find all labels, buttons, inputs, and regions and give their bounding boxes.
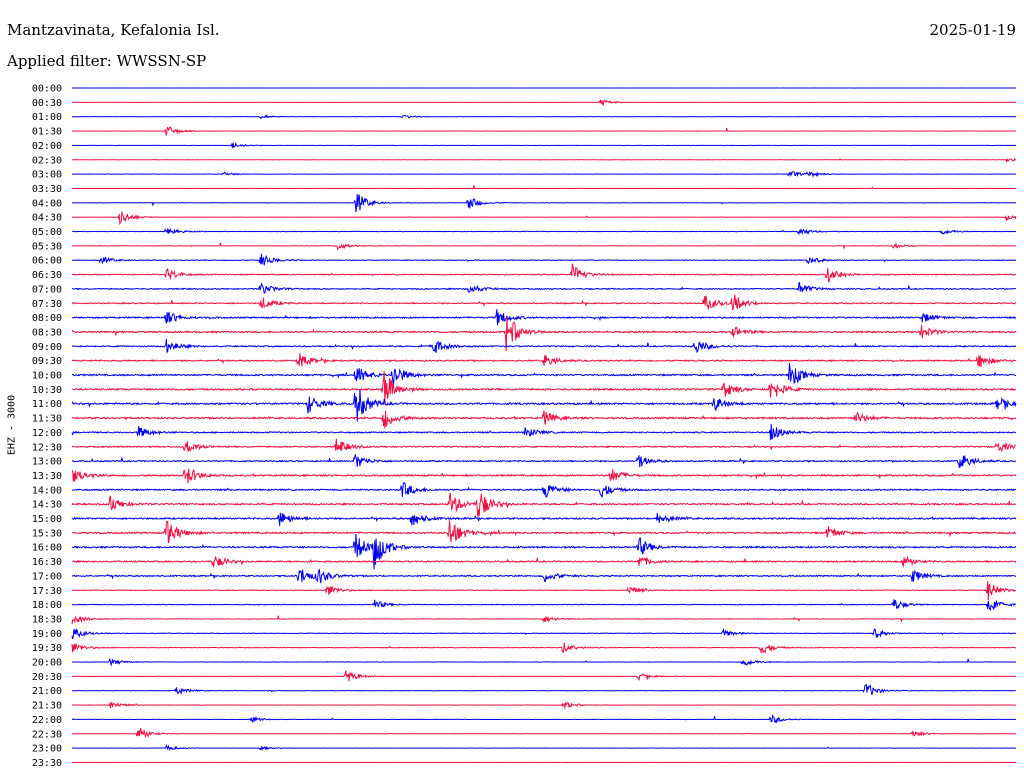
row-time-label: 17:00 — [32, 571, 62, 582]
seismic-trace — [71, 438, 1017, 453]
seismic-trace — [71, 743, 1017, 752]
row-time-label: 05:00 — [32, 227, 62, 238]
row-time-label: 04:00 — [32, 198, 62, 209]
seismic-trace — [71, 423, 1017, 441]
seismic-trace — [71, 670, 1017, 682]
row-time-label: 16:30 — [32, 557, 62, 568]
row-time-label: 07:00 — [32, 284, 62, 295]
seismic-trace — [71, 263, 1017, 283]
seismic-trace — [71, 170, 1017, 178]
row-time-label: 20:30 — [32, 672, 62, 683]
seismic-trace — [71, 309, 1017, 326]
row-time-label: 15:00 — [32, 514, 62, 525]
row-time-label: 13:00 — [32, 457, 62, 468]
seismic-trace — [72, 281, 1017, 294]
seismic-trace — [71, 658, 1017, 667]
seismic-trace — [71, 555, 1017, 568]
seismic-trace — [71, 99, 1016, 106]
row-time-label: 06:30 — [32, 270, 62, 281]
row-time-label: 00:00 — [32, 84, 62, 95]
seismic-trace — [71, 410, 1017, 429]
row-time-label: 22:30 — [32, 729, 62, 740]
record-date: 2025-01-19 — [929, 21, 1016, 39]
seismic-trace — [71, 338, 1017, 354]
seismic-trace — [71, 580, 1017, 601]
row-time-label: 19:30 — [32, 643, 62, 654]
seismic-trace — [71, 363, 1017, 386]
row-time-label: 11:00 — [32, 399, 62, 410]
row-time-label: 23:00 — [32, 744, 62, 755]
seismic-trace — [71, 253, 1017, 266]
row-time-label: 07:30 — [32, 299, 62, 310]
seismic-trace — [71, 520, 1017, 544]
seismic-trace — [71, 242, 1017, 251]
seismic-trace — [71, 185, 1017, 190]
seismic-trace — [71, 211, 1017, 226]
row-time-label: 10:00 — [32, 371, 62, 382]
seismic-trace — [71, 627, 1017, 639]
row-time-label: 04:30 — [32, 213, 62, 224]
row-time-label: 00:30 — [32, 98, 62, 109]
row-time-label: 11:30 — [32, 414, 62, 425]
row-time-label: 06:00 — [32, 256, 62, 267]
seismic-trace — [71, 353, 1017, 368]
row-time-label: 21:00 — [32, 686, 62, 697]
row-time-label: 02:00 — [32, 141, 62, 152]
seismic-trace — [72, 728, 1017, 738]
row-time-label: 08:00 — [32, 313, 62, 324]
row-time-label: 18:00 — [32, 600, 62, 611]
row-time-label: 19:00 — [32, 629, 62, 640]
row-time-label: 21:30 — [32, 701, 62, 712]
row-time-label: 10:30 — [32, 385, 62, 396]
filter-label: Applied filter: WWSSN-SP — [7, 52, 207, 70]
seismic-trace — [71, 317, 1017, 351]
row-time-label: 18:30 — [32, 614, 62, 625]
seismic-trace — [71, 683, 1017, 695]
seismic-trace — [71, 157, 1017, 164]
seismic-trace — [71, 454, 1017, 468]
row-time-label: 15:30 — [32, 528, 62, 539]
seismic-trace — [71, 568, 1017, 584]
station-title: Mantzavinata, Kefalonia Isl. — [7, 21, 220, 39]
seismic-trace — [71, 615, 1017, 625]
row-time-label: 23:30 — [32, 758, 62, 769]
row-time-label: 12:00 — [32, 428, 62, 439]
seismic-trace — [71, 126, 1017, 136]
seismic-trace — [71, 714, 1017, 724]
seismic-trace — [71, 227, 1017, 236]
seismic-trace — [71, 512, 1017, 526]
seismic-trace — [71, 294, 1017, 311]
row-time-label: 01:30 — [32, 127, 62, 138]
seismic-trace — [71, 533, 1017, 570]
seismic-trace — [71, 468, 1017, 484]
row-time-label: 02:30 — [32, 155, 62, 166]
row-time-label: 14:00 — [32, 485, 62, 496]
seismic-trace — [71, 371, 1017, 406]
row-time-label: 13:30 — [32, 471, 62, 482]
row-time-label: 03:00 — [32, 170, 62, 181]
row-time-label: 17:30 — [32, 586, 62, 597]
row-time-label: 09:30 — [32, 356, 62, 367]
seismic-trace — [71, 389, 1017, 422]
seismic-trace — [71, 599, 1017, 611]
seismic-trace — [71, 194, 1017, 213]
seismic-trace — [71, 114, 1017, 120]
row-time-label: 12:30 — [32, 442, 62, 453]
row-time-label: 14:30 — [32, 500, 62, 511]
row-time-label: 01:00 — [32, 112, 62, 123]
seismic-trace — [71, 492, 1017, 518]
row-time-label: 09:00 — [32, 342, 62, 353]
row-time-label: 05:30 — [32, 241, 62, 252]
seismic-trace — [71, 701, 1017, 709]
seismic-trace — [71, 642, 1017, 655]
row-time-label: 03:30 — [32, 184, 62, 195]
row-time-label: 20:00 — [32, 658, 62, 669]
row-time-label: 08:30 — [32, 327, 62, 338]
row-time-label: 22:00 — [32, 715, 62, 726]
seismic-trace — [71, 482, 1017, 498]
row-time-label: 16:00 — [32, 543, 62, 554]
seismic-trace — [71, 141, 1017, 149]
